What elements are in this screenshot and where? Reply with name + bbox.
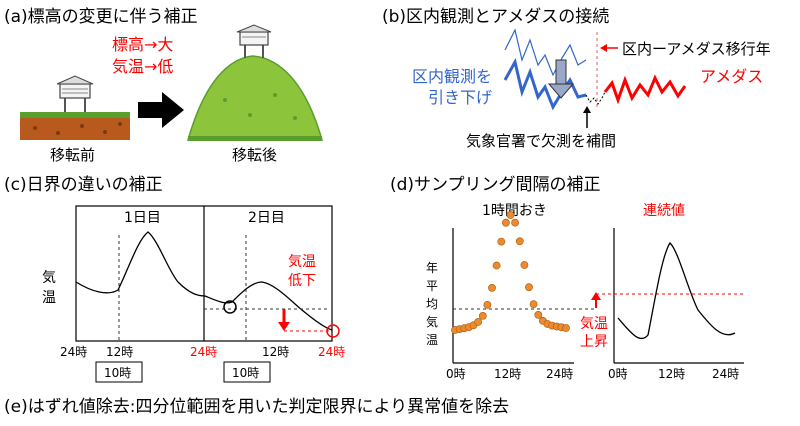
label-after: 移転後 xyxy=(232,146,277,164)
hourly-plot xyxy=(451,211,596,364)
hourly-dot xyxy=(534,310,543,319)
panel-a-red-line1: 標高→大 xyxy=(112,35,173,54)
d-tick-left-2: 24時 xyxy=(546,367,573,381)
panel-b-title: (b)区内観測とアメダスの接続 xyxy=(382,7,609,27)
d-ylabel-2: 均 xyxy=(426,297,438,311)
hourly-label: 1時間おき xyxy=(482,203,547,219)
box1-label: 10時 xyxy=(104,366,131,380)
kunai-adjusted-series xyxy=(503,57,587,111)
panel-e-text: (e)はずれ値除去:四分位範囲を用いた判定限界により異常値を除去 xyxy=(4,397,509,417)
hill-illustration xyxy=(187,55,323,141)
c-tick-1: 12時 xyxy=(106,345,133,359)
continuous-label: 連続値 xyxy=(643,202,685,219)
transition-pointer-icon xyxy=(600,44,607,52)
move-arrow-icon xyxy=(138,92,184,128)
hourly-dot xyxy=(492,261,501,270)
d-ylabel-4: 温 xyxy=(426,333,438,347)
temp-drop-1: 気温 xyxy=(288,254,316,270)
hourly-dot xyxy=(520,261,529,269)
box2-label: 10時 xyxy=(232,366,259,380)
d-ylabel-0: 年 xyxy=(426,261,438,275)
box-10h-day1 xyxy=(95,361,143,383)
continuous-plot xyxy=(596,228,744,364)
d-tick-left-0: 0時 xyxy=(446,367,466,381)
transition-label: 区内ーアメダス移行年 xyxy=(622,40,771,58)
c-tick-4: 24時 xyxy=(318,345,345,359)
kunai-original-series xyxy=(504,28,587,77)
c-tick-3: 12時 xyxy=(262,345,289,359)
label-before: 移転前 xyxy=(50,146,95,164)
hourly-dot xyxy=(478,311,487,320)
c-ylabel-2: 温 xyxy=(42,290,56,306)
day1-label: 1日目 xyxy=(124,210,161,226)
continuous-curve xyxy=(617,242,736,340)
kunai-label-line2: 引き下げ xyxy=(428,88,492,107)
temperature-curve xyxy=(75,231,333,331)
hourly-dot xyxy=(497,237,506,246)
c-tick-2: 24時 xyxy=(190,345,217,359)
panel-d-title: (d)サンプリング間隔の補正 xyxy=(390,175,601,195)
hourly-dot xyxy=(483,300,492,309)
day-boundary-marker xyxy=(223,300,237,314)
rise-arrow-icon xyxy=(591,292,601,300)
interpolated-gap xyxy=(585,91,606,105)
missing-label: 気象官署で欠測を補間 xyxy=(466,132,616,150)
weather-station-icon xyxy=(56,75,94,112)
hourly-dot xyxy=(562,324,570,332)
kunai-label-line1: 区内観測を xyxy=(412,67,492,86)
hourly-dot xyxy=(474,318,482,326)
hourly-dot xyxy=(525,283,533,292)
hourly-dot xyxy=(515,237,524,246)
before-ground-illustration xyxy=(20,112,130,140)
missing-pointer-icon xyxy=(583,106,591,113)
drop-arrow-icon xyxy=(278,322,290,331)
panel-a-red-line2: 気温→低 xyxy=(112,57,173,76)
hourly-dot xyxy=(488,283,496,292)
day2-label: 2日目 xyxy=(248,210,285,226)
hourly-dot xyxy=(501,218,510,227)
panel-a-title: (a)標高の変更に伴う補正 xyxy=(4,7,198,27)
panel-c-chart xyxy=(75,205,340,342)
c-tick-0: 24時 xyxy=(60,345,87,359)
hourly-dot xyxy=(529,300,538,308)
box-10h-day2 xyxy=(223,361,271,383)
panel-c-title: (c)日界の違いの補正 xyxy=(4,175,163,195)
d-tick-right-0: 0時 xyxy=(608,367,628,381)
d-tick-right-1: 12時 xyxy=(658,367,685,381)
amedas-label: アメダス xyxy=(700,67,763,86)
d-tick-left-1: 12時 xyxy=(494,367,521,381)
corrected-marker xyxy=(326,324,340,338)
d-tick-right-2: 24時 xyxy=(712,367,739,381)
hourly-dots xyxy=(451,211,570,334)
shift-down-arrow-icon xyxy=(547,83,575,99)
rise-1: 気温 xyxy=(580,316,608,332)
rise-2: 上昇 xyxy=(580,334,608,350)
hourly-dot xyxy=(506,211,515,219)
hourly-dot xyxy=(511,218,519,227)
weather-station-on-hill-icon xyxy=(236,24,272,58)
d-ylabel-3: 気 xyxy=(426,314,438,329)
amedas-series xyxy=(603,74,687,105)
d-ylabel-1: 平 xyxy=(426,279,438,293)
temp-drop-2: 低下 xyxy=(288,273,316,289)
c-ylabel-1: 気 xyxy=(42,270,56,286)
